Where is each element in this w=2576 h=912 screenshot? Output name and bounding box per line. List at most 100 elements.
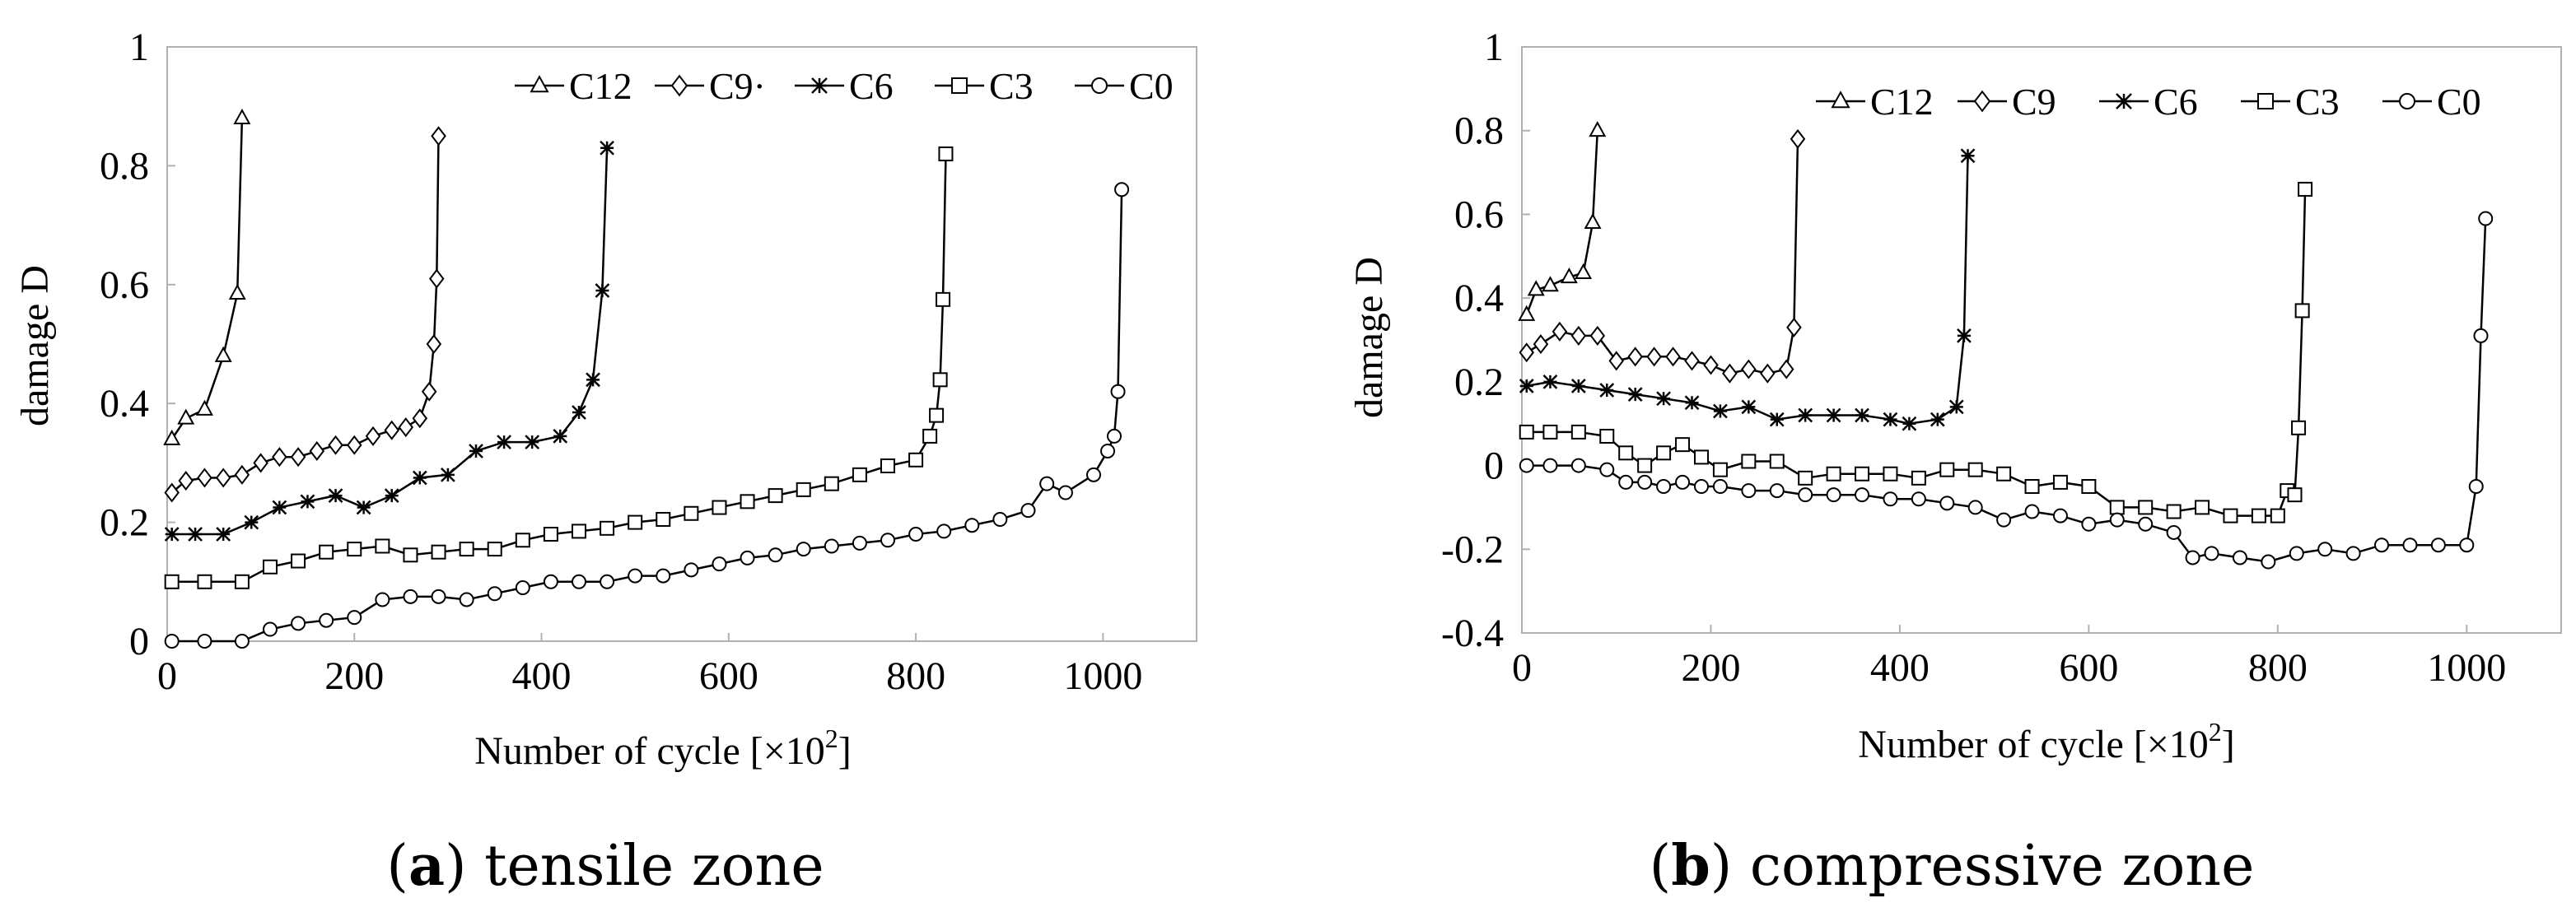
x-tick-label: 1000 [1063,654,1142,698]
point-c3-marker-20 [2024,479,2040,494]
point-c6-marker-12 [1855,407,1869,423]
point-c12-marker-1 [177,408,195,425]
point-c3-marker-17 [656,511,671,527]
y-tick-label: 0.8 [100,144,149,188]
point-c9-marker-9 [1684,351,1700,371]
point-c6-marker-3 [244,514,259,530]
point-c3-marker-12 [1798,470,1813,486]
point-c3-marker-24 [2138,500,2154,515]
series-c9 [1519,128,1806,384]
series-c12 [1518,121,1607,321]
point-c0-marker-25 [880,533,895,548]
point-c0-marker-15 [600,574,615,589]
point-c0-marker-22 [796,542,811,557]
series-line-c9 [1526,138,1799,375]
y-tick-label: 0.8 [1454,109,1504,153]
point-c0-marker-9 [1712,479,1728,494]
series-c3 [1519,181,2313,523]
x-tick-label: 1000 [2427,646,2506,690]
legend-c12-marker [530,75,549,93]
point-c0-marker-2 [1570,458,1586,473]
point-c9-marker-8 [309,440,325,462]
point-c3-marker-5 [319,544,334,560]
chart-panel-a: 0 200 400 600 800 1000 00.20.40.60.81 C12 C9· C… [13,26,1197,899]
series-line-c0 [1526,218,2487,563]
point-c0-marker-24 [852,535,867,551]
legend-c0-marker [2399,93,2415,109]
point-c0-marker-31 [2317,542,2333,557]
point-c0-marker-8 [403,589,418,604]
legend-c9-marker [670,74,688,97]
point-c9-marker-10 [347,435,362,455]
point-c3-marker-0 [164,574,180,589]
point-c6-marker-17 [595,283,610,298]
point-c0-marker-1 [1542,458,1558,473]
point-c9-marker-8 [1665,347,1681,367]
plot-frame-b [1521,46,2562,634]
x-axis-ticks-b: 0 200 400 600 800 1000 [1512,625,2506,690]
point-c0-marker-29 [2261,554,2276,570]
y-tick-label: 1 [129,26,149,69]
point-c3-marker-4 [1618,445,1634,461]
point-c3-marker-1 [1542,424,1558,440]
legend-label: C12 [569,65,632,107]
point-c9-marker-14 [1778,359,1794,379]
point-c9-marker-0 [1519,342,1534,363]
y-tick-label: -0.4 [1441,612,1504,655]
point-c3-marker-11 [487,542,502,557]
point-c0-marker-29 [992,511,1008,527]
point-c0-marker-27 [2204,546,2219,561]
series-line-c0 [171,189,1123,643]
point-c0-marker-13 [543,574,558,589]
point-c0-marker-20 [740,550,755,565]
point-c12-marker-3 [214,346,232,362]
point-c6-marker-9 [1769,412,1785,427]
point-c3-marker-1 [197,574,212,589]
x-tick-label: 0 [157,654,177,698]
series-c6 [164,140,614,542]
point-c0-marker-39 [2478,211,2494,226]
legend-c3-marker [951,77,968,94]
point-c0-marker-30 [1020,503,1036,519]
point-c3-marker-2 [234,574,250,589]
point-c0-marker-26 [908,527,924,542]
point-c0-marker-10 [1741,483,1757,499]
point-c3-marker-4 [291,553,306,569]
y-axis-label-b: damage D [1347,257,1391,418]
point-c6-marker-18 [1960,148,1976,164]
point-c0-marker-4 [291,616,306,631]
point-c0-marker-30 [2289,546,2304,561]
point-c3-marker-27 [2223,508,2238,523]
point-c9-marker-6 [1627,347,1643,367]
point-c3-marker-26 [908,452,924,468]
point-c9-marker-7 [1646,347,1662,367]
point-c9-marker-11 [365,426,381,446]
y-tick-label: -0.2 [1441,528,1504,571]
point-c3-marker-20 [740,494,755,510]
point-c3-marker-31 [2287,487,2303,503]
point-c3-marker-6 [347,542,362,557]
point-c0-marker-28 [2232,550,2247,565]
point-c3-marker-7 [1675,437,1691,453]
point-c12-marker-1 [1527,280,1545,296]
y-axis-ticks-a: 0 0.2 0.4 0.6 0.8 1 [100,26,175,663]
point-c0-marker-23 [2109,512,2125,528]
x-tick-label: 400 [1870,646,1930,690]
point-c3-marker-6 [1656,445,1672,461]
point-c6-marker-16 [1948,399,1964,415]
x-tick-label: 0 [1512,646,1532,690]
point-c3-marker-7 [375,538,390,554]
series-line-c12 [170,118,244,440]
point-c3-marker-29 [932,372,948,388]
point-c0-marker-12 [1798,487,1813,503]
point-c0-marker-3 [1599,462,1615,477]
point-c3-marker-33 [2294,303,2310,319]
point-c9-marker-13 [1760,363,1776,384]
point-c6-marker-9 [412,470,427,486]
point-c3-marker-9 [431,544,446,560]
series-c12 [163,108,251,445]
point-c3-marker-15 [600,520,615,536]
point-c9-marker-17 [429,268,445,289]
legend-c6-marker [811,77,828,94]
point-c0-marker-25 [2166,524,2182,540]
